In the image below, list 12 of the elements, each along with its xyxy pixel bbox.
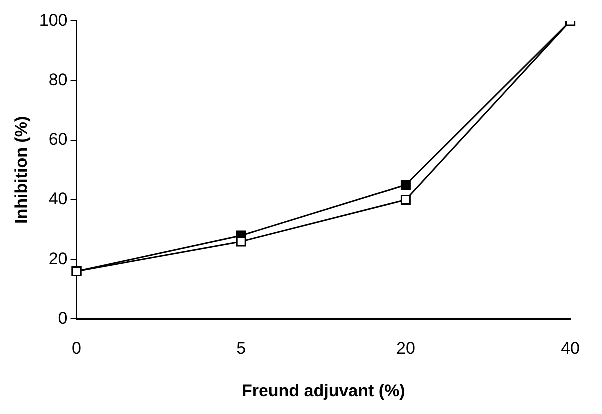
y-axis-title: Inhibition (%): [12, 116, 31, 224]
x-tick-label: 0: [72, 339, 82, 358]
y-tick-label: 80: [48, 70, 68, 90]
y-tick-label: 100: [39, 10, 68, 30]
x-tick-label: 20: [396, 339, 416, 358]
y-tick-label: 0: [58, 308, 68, 328]
y-tick-label: 20: [48, 249, 68, 268]
y-tick-label: 60: [48, 130, 68, 150]
x-tick-label: 40: [561, 339, 580, 358]
x-axis-title: Freund adjuvant (%): [242, 381, 406, 400]
x-tick-label: 5: [236, 339, 246, 358]
y-tick-label: 40: [48, 190, 68, 209]
